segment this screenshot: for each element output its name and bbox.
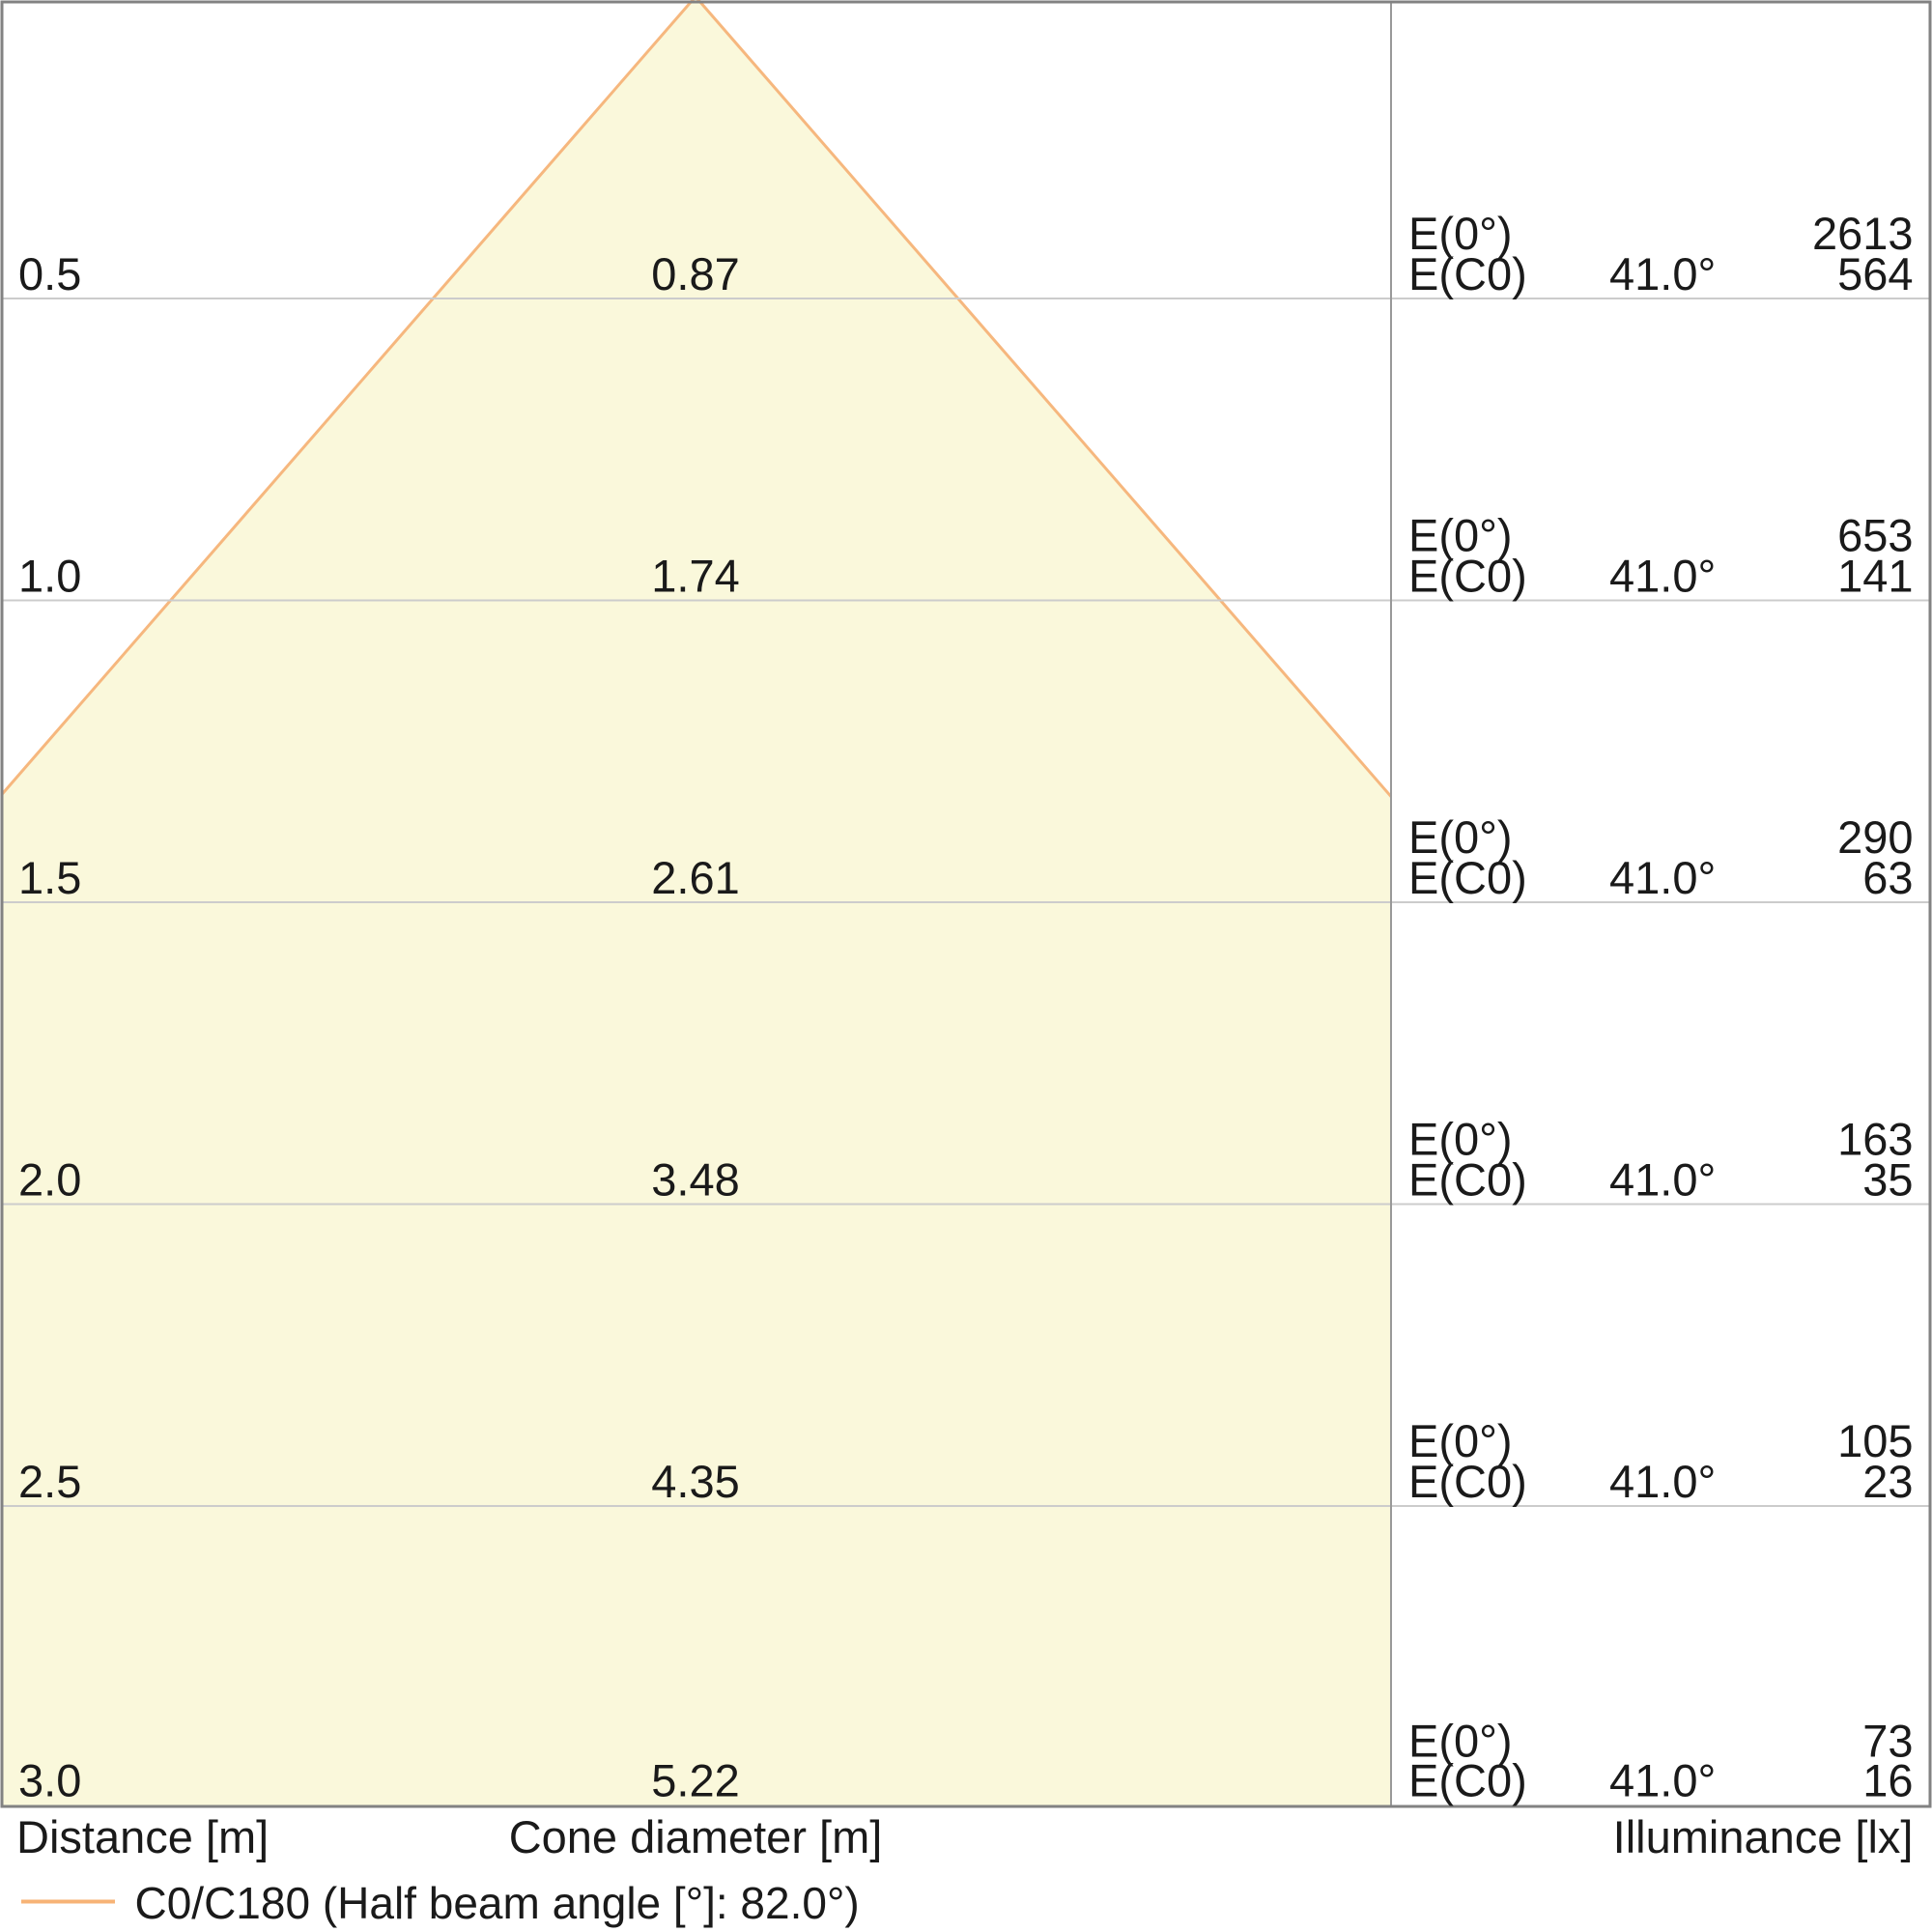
svg-text:0.87: 0.87 [651, 248, 739, 299]
svg-text:63: 63 [1862, 852, 1913, 903]
svg-text:141: 141 [1837, 551, 1913, 602]
svg-text:41.0°: 41.0° [1609, 852, 1716, 903]
svg-text:41.0°: 41.0° [1609, 551, 1716, 602]
svg-text:73: 73 [1862, 1716, 1913, 1767]
svg-text:E(C0): E(C0) [1408, 248, 1527, 299]
svg-text:290: 290 [1837, 811, 1913, 863]
svg-text:41.0°: 41.0° [1609, 1154, 1716, 1206]
svg-text:E(0°): E(0°) [1408, 1415, 1513, 1466]
svg-text:E(0°): E(0°) [1408, 1716, 1513, 1767]
svg-text:2613: 2613 [1812, 208, 1914, 259]
svg-text:E(C0): E(C0) [1408, 852, 1527, 903]
svg-text:2.61: 2.61 [651, 852, 739, 903]
svg-text:Cone diameter [m]: Cone diameter [m] [509, 1811, 883, 1862]
svg-text:E(0°): E(0°) [1408, 1114, 1513, 1165]
svg-text:Distance [m]: Distance [m] [16, 1811, 269, 1862]
svg-text:41.0°: 41.0° [1609, 1456, 1716, 1507]
svg-text:E(C0): E(C0) [1408, 1755, 1527, 1806]
svg-text:5.22: 5.22 [651, 1755, 739, 1806]
svg-text:E(0°): E(0°) [1408, 811, 1513, 863]
svg-text:105: 105 [1837, 1415, 1913, 1466]
svg-text:3.48: 3.48 [651, 1154, 739, 1206]
svg-text:41.0°: 41.0° [1609, 1755, 1716, 1806]
svg-text:2.5: 2.5 [18, 1456, 81, 1507]
svg-text:35: 35 [1862, 1154, 1913, 1206]
svg-text:1.74: 1.74 [651, 551, 739, 602]
svg-text:653: 653 [1837, 510, 1913, 561]
svg-text:E(C0): E(C0) [1408, 1154, 1527, 1206]
svg-text:E(0°): E(0°) [1408, 208, 1513, 259]
svg-text:2.0: 2.0 [18, 1154, 81, 1206]
svg-text:564: 564 [1837, 248, 1913, 299]
svg-text:16: 16 [1862, 1755, 1913, 1806]
svg-text:1.5: 1.5 [18, 852, 81, 903]
svg-text:23: 23 [1862, 1456, 1913, 1507]
svg-text:0.5: 0.5 [18, 248, 81, 299]
svg-text:41.0°: 41.0° [1609, 248, 1716, 299]
svg-text:163: 163 [1837, 1114, 1913, 1165]
svg-text:E(0°): E(0°) [1408, 510, 1513, 561]
svg-text:E(C0): E(C0) [1408, 1456, 1527, 1507]
svg-text:Illuminance [lx]: Illuminance [lx] [1613, 1811, 1914, 1862]
svg-text:1.0: 1.0 [18, 551, 81, 602]
svg-text:4.35: 4.35 [651, 1456, 739, 1507]
svg-text:3.0: 3.0 [18, 1755, 81, 1806]
svg-text:E(C0): E(C0) [1408, 551, 1527, 602]
svg-text:C0/C180 (Half beam angle [°]:: C0/C180 (Half beam angle [°]: 82.0°) [135, 1878, 860, 1928]
